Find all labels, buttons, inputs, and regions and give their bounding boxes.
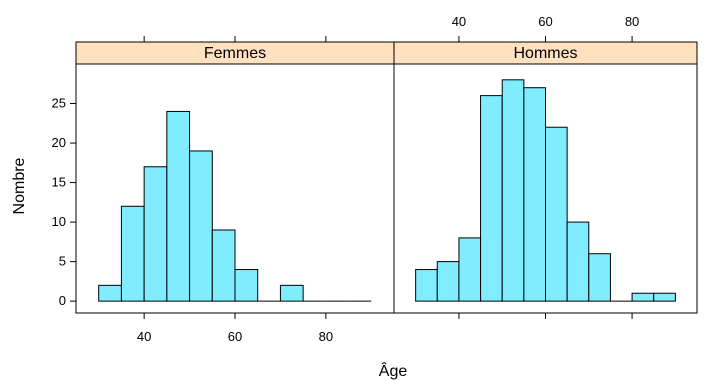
- y-tick-label: 0: [59, 293, 66, 308]
- bar: [653, 292, 676, 302]
- bar: [480, 95, 503, 302]
- panel-femmes: Femmes: [75, 41, 395, 314]
- y-axis-title: Nombre: [11, 157, 28, 214]
- bar: [189, 150, 213, 302]
- bar: [631, 292, 655, 302]
- x-tick-label: 60: [538, 14, 552, 29]
- bar: [120, 205, 145, 302]
- y-tick-label: 15: [52, 175, 66, 190]
- bar: [458, 237, 482, 302]
- x-tick-label: 80: [319, 329, 333, 344]
- y-tick-label: 20: [52, 135, 66, 150]
- bar: [143, 166, 168, 302]
- x-tick-label: 80: [625, 14, 639, 29]
- strip-label: Hommes: [513, 45, 577, 62]
- y-tick-label: 10: [52, 214, 66, 229]
- bar: [566, 221, 590, 302]
- x-tick-label: 40: [137, 329, 151, 344]
- bar: [501, 79, 525, 302]
- strip-label: Femmes: [204, 45, 266, 62]
- bar: [415, 269, 438, 302]
- y-tick-label: 5: [59, 254, 66, 269]
- bar: [234, 269, 259, 302]
- x-tick-label: 40: [452, 14, 466, 29]
- panels-layer: Femmes Hommes: [75, 41, 698, 314]
- x-axis-title: Âge: [379, 361, 408, 380]
- bar: [166, 110, 191, 302]
- bar: [545, 126, 568, 302]
- bar: [588, 253, 611, 302]
- bar: [523, 87, 546, 302]
- bar: [436, 261, 460, 302]
- bar: [279, 284, 304, 302]
- x-tick-label: 60: [228, 329, 242, 344]
- bar: [211, 229, 236, 302]
- panel-hommes: Hommes: [393, 41, 698, 314]
- axes-layer: 40 60 80 0 5 10 15 20 25 40 60 80: [52, 14, 640, 344]
- y-tick-label: 25: [52, 96, 66, 111]
- bar: [98, 284, 122, 302]
